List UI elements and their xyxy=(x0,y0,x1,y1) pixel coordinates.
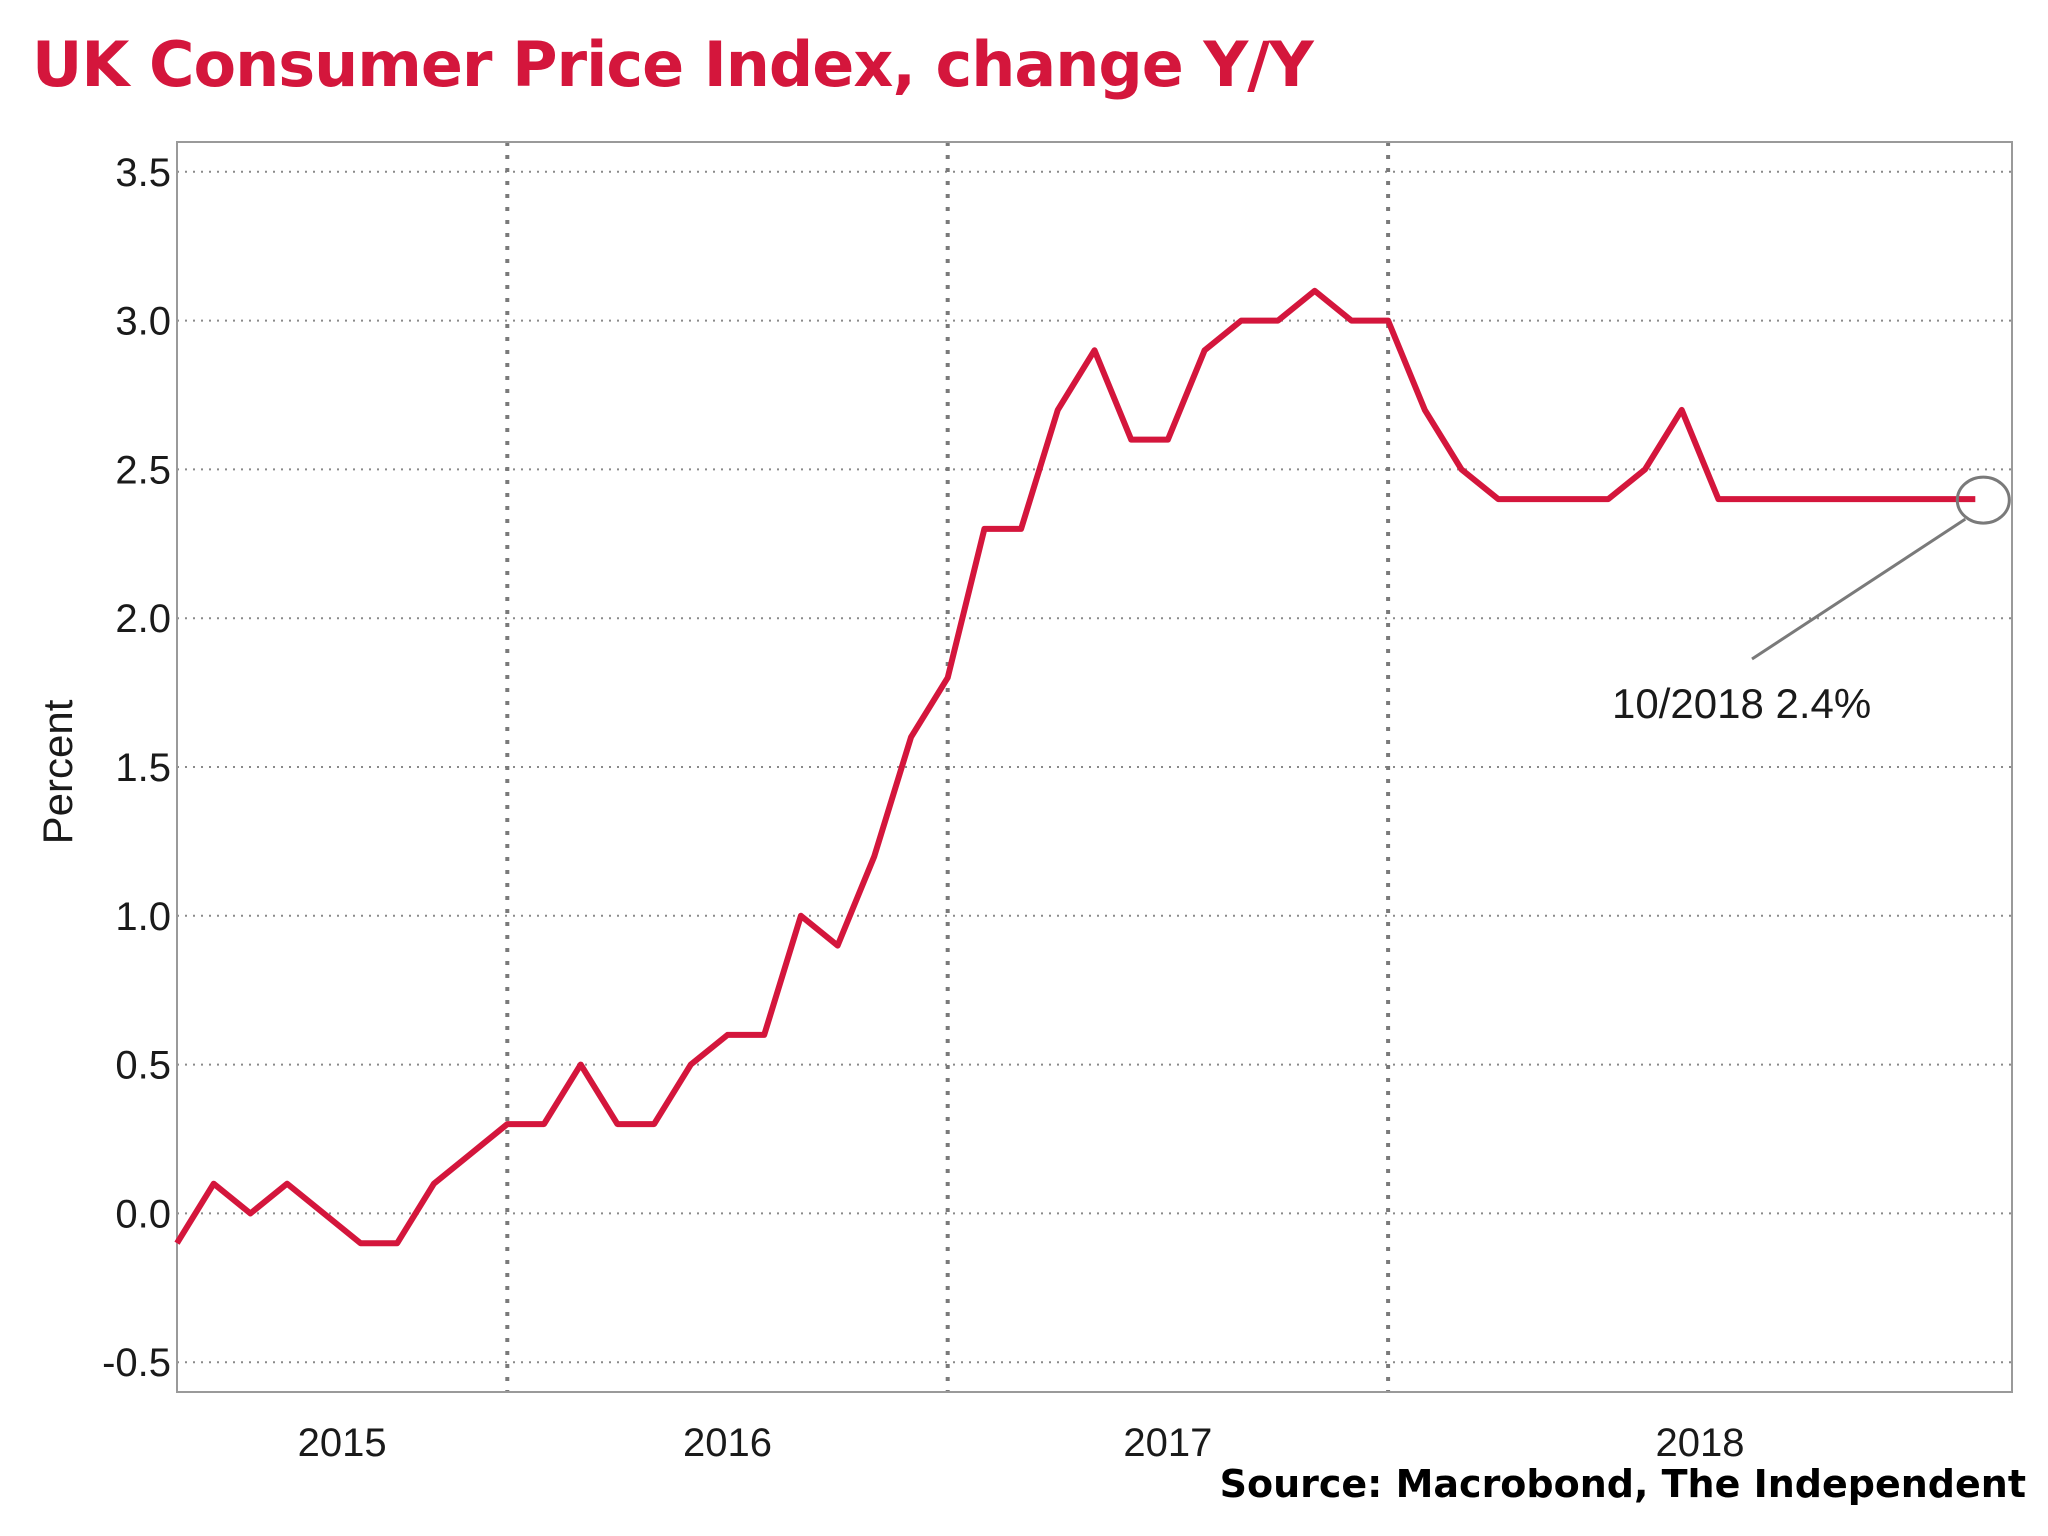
y-tick-label: -0.5 xyxy=(102,1341,171,1385)
x-tick-label: 2015 xyxy=(298,1421,387,1465)
y-axis-title: Percent xyxy=(34,699,81,844)
plot-frame xyxy=(176,141,2013,1393)
axes: 3.5 3.0 2.5 2.0 1.5 1.0 0.5 0.0 -0.5 2015 2016 2017… xyxy=(34,141,2013,1465)
cpi-series-line xyxy=(174,287,1976,1247)
source-note: Source: Macrobond, The Independent xyxy=(1219,1462,2026,1506)
annotation-leader xyxy=(1751,517,1967,661)
gridlines xyxy=(177,142,2012,1392)
y-tick-label: 3.5 xyxy=(115,151,171,195)
y-tick-label: 2.5 xyxy=(115,448,171,492)
chart-title: UK Consumer Price Index, change Y/Y xyxy=(32,28,1314,101)
annotation: 10/2018 2.4% xyxy=(1612,475,2011,727)
annotation-label: 10/2018 2.4% xyxy=(1612,680,1871,727)
y-tick-label: 1.0 xyxy=(115,895,171,939)
x-tick-label: 2017 xyxy=(1123,1421,1212,1465)
series xyxy=(174,287,1976,1247)
y-tick-label: 0.0 xyxy=(115,1192,171,1236)
x-tick-label: 2018 xyxy=(1656,1421,1745,1465)
y-tick-label: 3.0 xyxy=(115,300,171,344)
x-tick-label: 2016 xyxy=(683,1421,772,1465)
annotation-circle xyxy=(1955,475,2011,525)
y-tick-label: 1.5 xyxy=(115,746,171,790)
y-tick-label: 0.5 xyxy=(115,1044,171,1088)
y-tick-label: 2.0 xyxy=(115,597,171,641)
